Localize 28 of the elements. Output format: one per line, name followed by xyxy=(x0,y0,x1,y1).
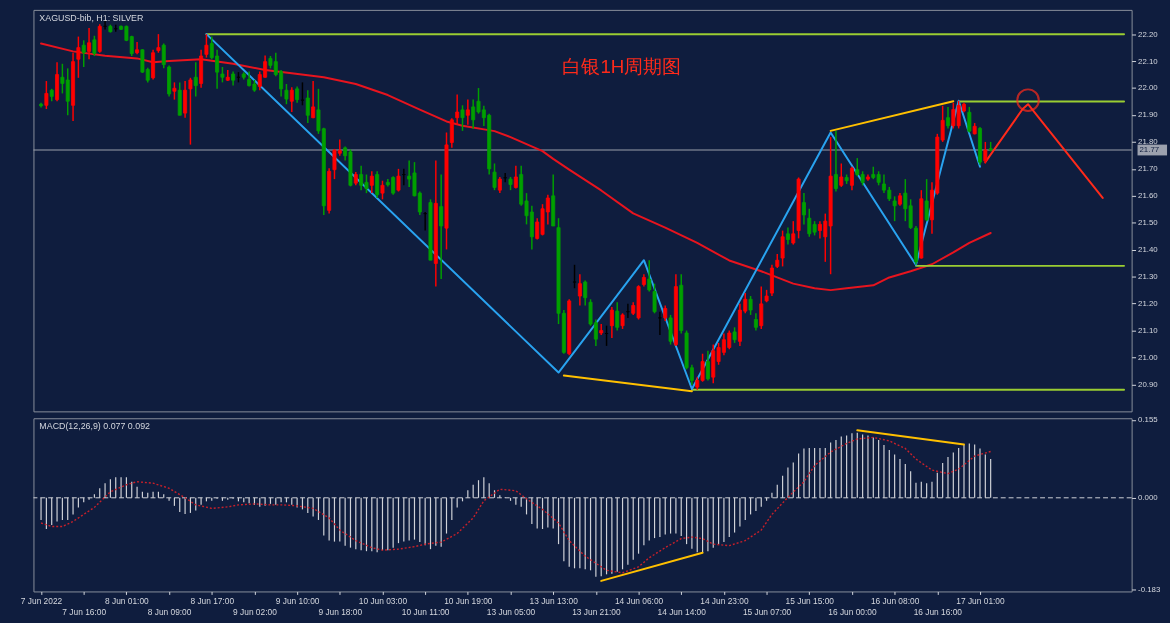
x-tick-label: 7 Jun 2022 xyxy=(20,595,63,606)
x-tick-label: 14 Jun 06:00 xyxy=(614,595,664,606)
y-tick-label: 0.000 xyxy=(1138,493,1159,503)
x-tick-label: 8 Jun 01:00 xyxy=(105,595,150,606)
x-tick-label: 9 Jun 18:00 xyxy=(318,606,363,617)
x-tick-label: 9 Jun 02:00 xyxy=(233,606,278,617)
x-tick-label: 9 Jun 10:00 xyxy=(275,595,320,606)
annotation: MACD(12,26,9) 0.077 0.092 xyxy=(39,421,151,432)
x-tick-label: 16 Jun 08:00 xyxy=(870,595,920,606)
x-tick-label: 14 Jun 23:00 xyxy=(700,595,749,606)
x-tick-label: 17 Jun 01:00 xyxy=(956,595,1005,606)
x-tick-label: 10 Jun 19:00 xyxy=(444,595,493,606)
x-tick-label: 14 Jun 14:00 xyxy=(657,606,707,617)
x-tick-label: 13 Jun 21:00 xyxy=(572,606,621,617)
x-tick-label: 7 Jun 16:00 xyxy=(62,606,107,617)
y-tick-label: -0.183 xyxy=(1138,585,1161,595)
x-tick-label: 8 Jun 09:00 xyxy=(147,606,192,617)
y-tick-label: 0.155 xyxy=(1138,415,1159,425)
x-tick-label: 13 Jun 13:00 xyxy=(529,595,579,606)
x-tick-label: 8 Jun 17:00 xyxy=(190,595,235,606)
x-tick-label: 10 Jun 03:00 xyxy=(358,595,408,606)
x-tick-label: 10 Jun 11:00 xyxy=(401,606,450,617)
x-tick-label: 16 Jun 00:00 xyxy=(828,606,877,617)
x-tick-label: 16 Jun 16:00 xyxy=(913,606,963,617)
x-tick-label: 13 Jun 05:00 xyxy=(486,606,536,617)
x-tick-label: 15 Jun 07:00 xyxy=(742,606,792,617)
line-series xyxy=(40,436,992,574)
x-tick-label: 15 Jun 15:00 xyxy=(785,595,835,606)
